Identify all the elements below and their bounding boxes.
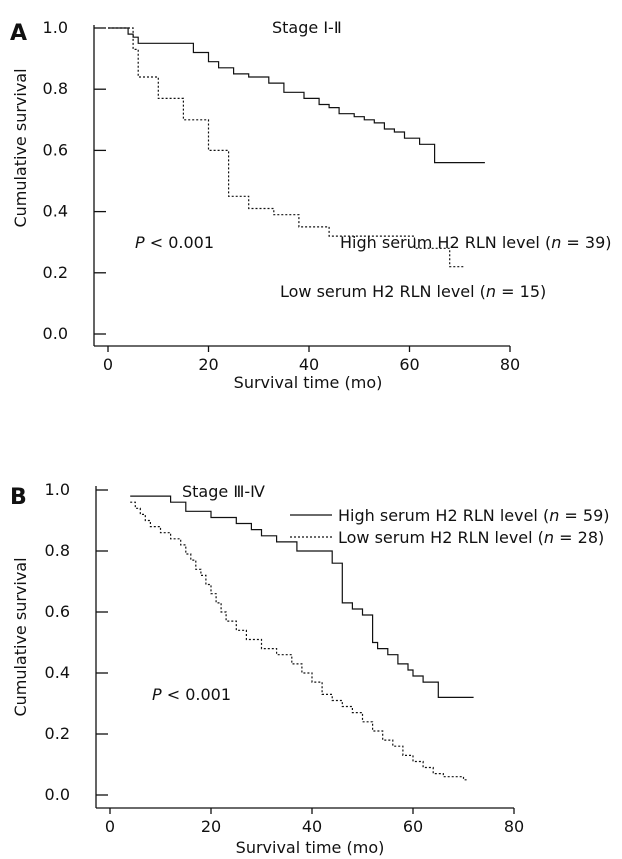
panel-b-y-axis-label: Cumulative survival: [11, 557, 30, 716]
high-serum-survival-curve: [108, 27, 485, 164]
x-tick-label: 60: [399, 355, 419, 374]
x-tick-label: 60: [403, 817, 423, 836]
x-tick-label: 40: [302, 817, 322, 836]
panel-a-title: Stage Ⅰ-Ⅱ: [272, 18, 342, 37]
panel-a-y-axis-label: Cumulative survival: [11, 68, 30, 227]
panel-a-low-label: Low serum H2 RLN level (n = 15): [280, 282, 546, 301]
x-tick-label: 80: [500, 355, 520, 374]
panel-a-high-label-post: = 39): [561, 233, 611, 252]
panel-b-x-axis-label: Survival time (mo): [236, 838, 385, 857]
panel-b-p-label: P: [152, 685, 162, 704]
panel-b-p-value: P < 0.001: [152, 685, 231, 704]
panel-b-series: [130, 495, 474, 781]
x-tick-label: 20: [198, 355, 218, 374]
x-tick-label: 40: [299, 355, 319, 374]
y-tick-label: 0.2: [43, 263, 68, 282]
legend-label-low: Low serum H2 RLN level (n = 28): [338, 528, 604, 547]
y-tick-label: 0.0: [45, 785, 70, 804]
x-tick-label: 80: [504, 817, 524, 836]
legend-label-high: High serum H2 RLN level (n = 59): [338, 506, 610, 525]
panel-letter-b: B: [10, 485, 27, 510]
y-tick-label: 0.4: [45, 663, 70, 682]
panel-a-high-label-pre: High serum H2 RLN level (: [340, 233, 551, 252]
panel-a-low-label-pre: Low serum H2 RLN level (: [280, 282, 486, 301]
panel-a-low-label-post: = 15): [496, 282, 546, 301]
panel-a: A Stage Ⅰ-Ⅱ Cumulative survival Survival…: [10, 18, 612, 392]
panel-a-x-axis-label: Survival time (mo): [234, 373, 383, 392]
y-tick-label: 0.8: [45, 541, 70, 560]
y-tick-label: 1.0: [45, 480, 70, 499]
panel-a-p-text: < 0.001: [145, 233, 214, 252]
legend-label-high-n: n: [549, 506, 559, 525]
panel-b-legend: High serum H2 RLN level (n = 59) Low ser…: [290, 506, 610, 547]
panel-b-title: Stage Ⅲ-Ⅳ: [182, 482, 265, 501]
panel-a-series: [108, 27, 485, 268]
panel-b-ticks: 0 20 40 60 80 0.0 0.2 0.4 0.6 0.8 1.0: [45, 480, 525, 836]
y-tick-label: 0.0: [43, 324, 68, 343]
panel-a-p-value: P < 0.001: [135, 233, 214, 252]
x-tick-label: 0: [105, 817, 115, 836]
y-tick-label: 0.6: [45, 602, 70, 621]
x-tick-label: 20: [201, 817, 221, 836]
legend-label-high-pre: High serum H2 RLN level (: [338, 506, 549, 525]
y-tick-label: 0.2: [45, 724, 70, 743]
legend-label-low-n: n: [544, 528, 554, 547]
y-tick-label: 0.8: [43, 79, 68, 98]
panel-a-p-label: P: [135, 233, 145, 252]
y-tick-label: 0.4: [43, 202, 68, 221]
panel-a-ticks: 0 20 40 60 80 0.0 0.2 0.4 0.6 0.8 1.0: [43, 18, 521, 374]
low-serum-survival-curve: [130, 501, 469, 781]
y-tick-label: 0.6: [43, 140, 68, 159]
panel-a-low-label-n: n: [486, 282, 496, 301]
low-serum-survival-curve: [108, 27, 465, 268]
panel-a-high-label: High serum H2 RLN level (n = 39): [340, 233, 612, 252]
x-tick-label: 0: [103, 355, 113, 374]
high-serum-survival-curve: [130, 495, 474, 698]
legend-label-low-post: = 28): [554, 528, 604, 547]
panel-b: B Stage Ⅲ-Ⅳ Cumulative survival Survival…: [10, 480, 610, 857]
y-tick-label: 1.0: [43, 18, 68, 37]
panel-letter-a: A: [10, 21, 27, 46]
legend-label-low-pre: Low serum H2 RLN level (: [338, 528, 544, 547]
panel-a-high-label-n: n: [551, 233, 561, 252]
legend-label-high-post: = 59): [559, 506, 609, 525]
panel-b-p-text: < 0.001: [162, 685, 231, 704]
